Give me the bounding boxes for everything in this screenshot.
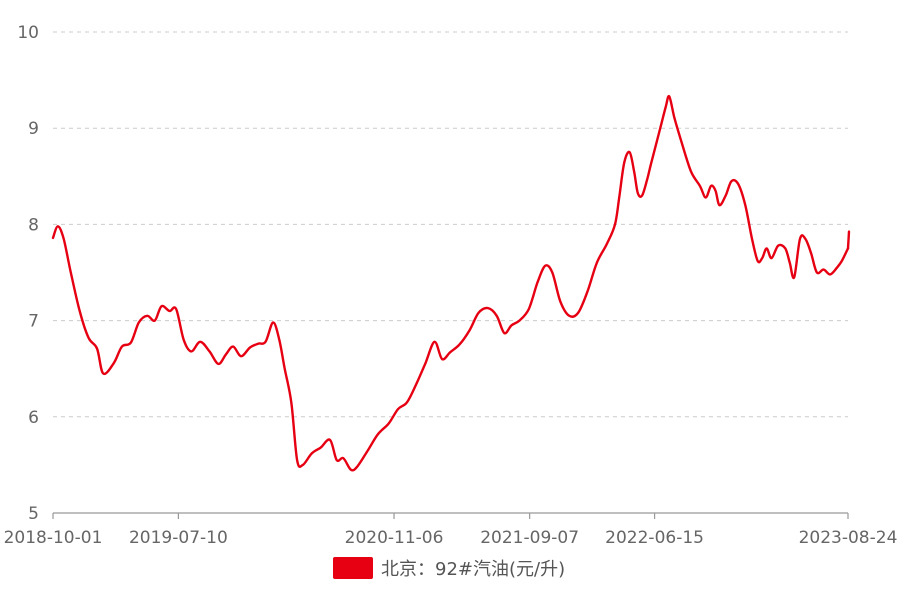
plot-area — [51, 94, 851, 472]
y-tick-label: 6 — [28, 408, 39, 428]
y-tick-label: 10 — [17, 23, 39, 43]
y-tick-label: 7 — [28, 312, 39, 332]
series-line-tail — [846, 230, 851, 250]
y-tick-label: 9 — [28, 119, 39, 139]
x-tick-label: 2020-11-06 — [345, 528, 444, 548]
y-axis-ticks: 5 6 7 8 9 10 — [17, 23, 39, 524]
series-line-beijing-92-gasoline[interactable] — [51, 94, 850, 472]
x-axis-ticks: 2018-10-01 2019-07-10 2020-11-06 2021-09-07… — [4, 513, 898, 548]
legend-swatch — [333, 557, 373, 579]
legend[interactable]: 北京：92#汽油(元/升) — [333, 555, 565, 581]
x-tick-label: 2019-07-10 — [129, 528, 228, 548]
grid-lines — [53, 31, 848, 418]
legend-label: 北京：92#汽油(元/升) — [381, 559, 566, 580]
y-tick-label: 5 — [28, 504, 39, 524]
x-tick-label: 2021-09-07 — [480, 528, 579, 548]
x-tick-label: 2023-08-24 — [799, 528, 898, 548]
x-tick-label: 2018-10-01 — [4, 528, 103, 548]
x-tick-label: 2022-06-15 — [605, 528, 704, 548]
y-tick-label: 8 — [28, 215, 39, 235]
